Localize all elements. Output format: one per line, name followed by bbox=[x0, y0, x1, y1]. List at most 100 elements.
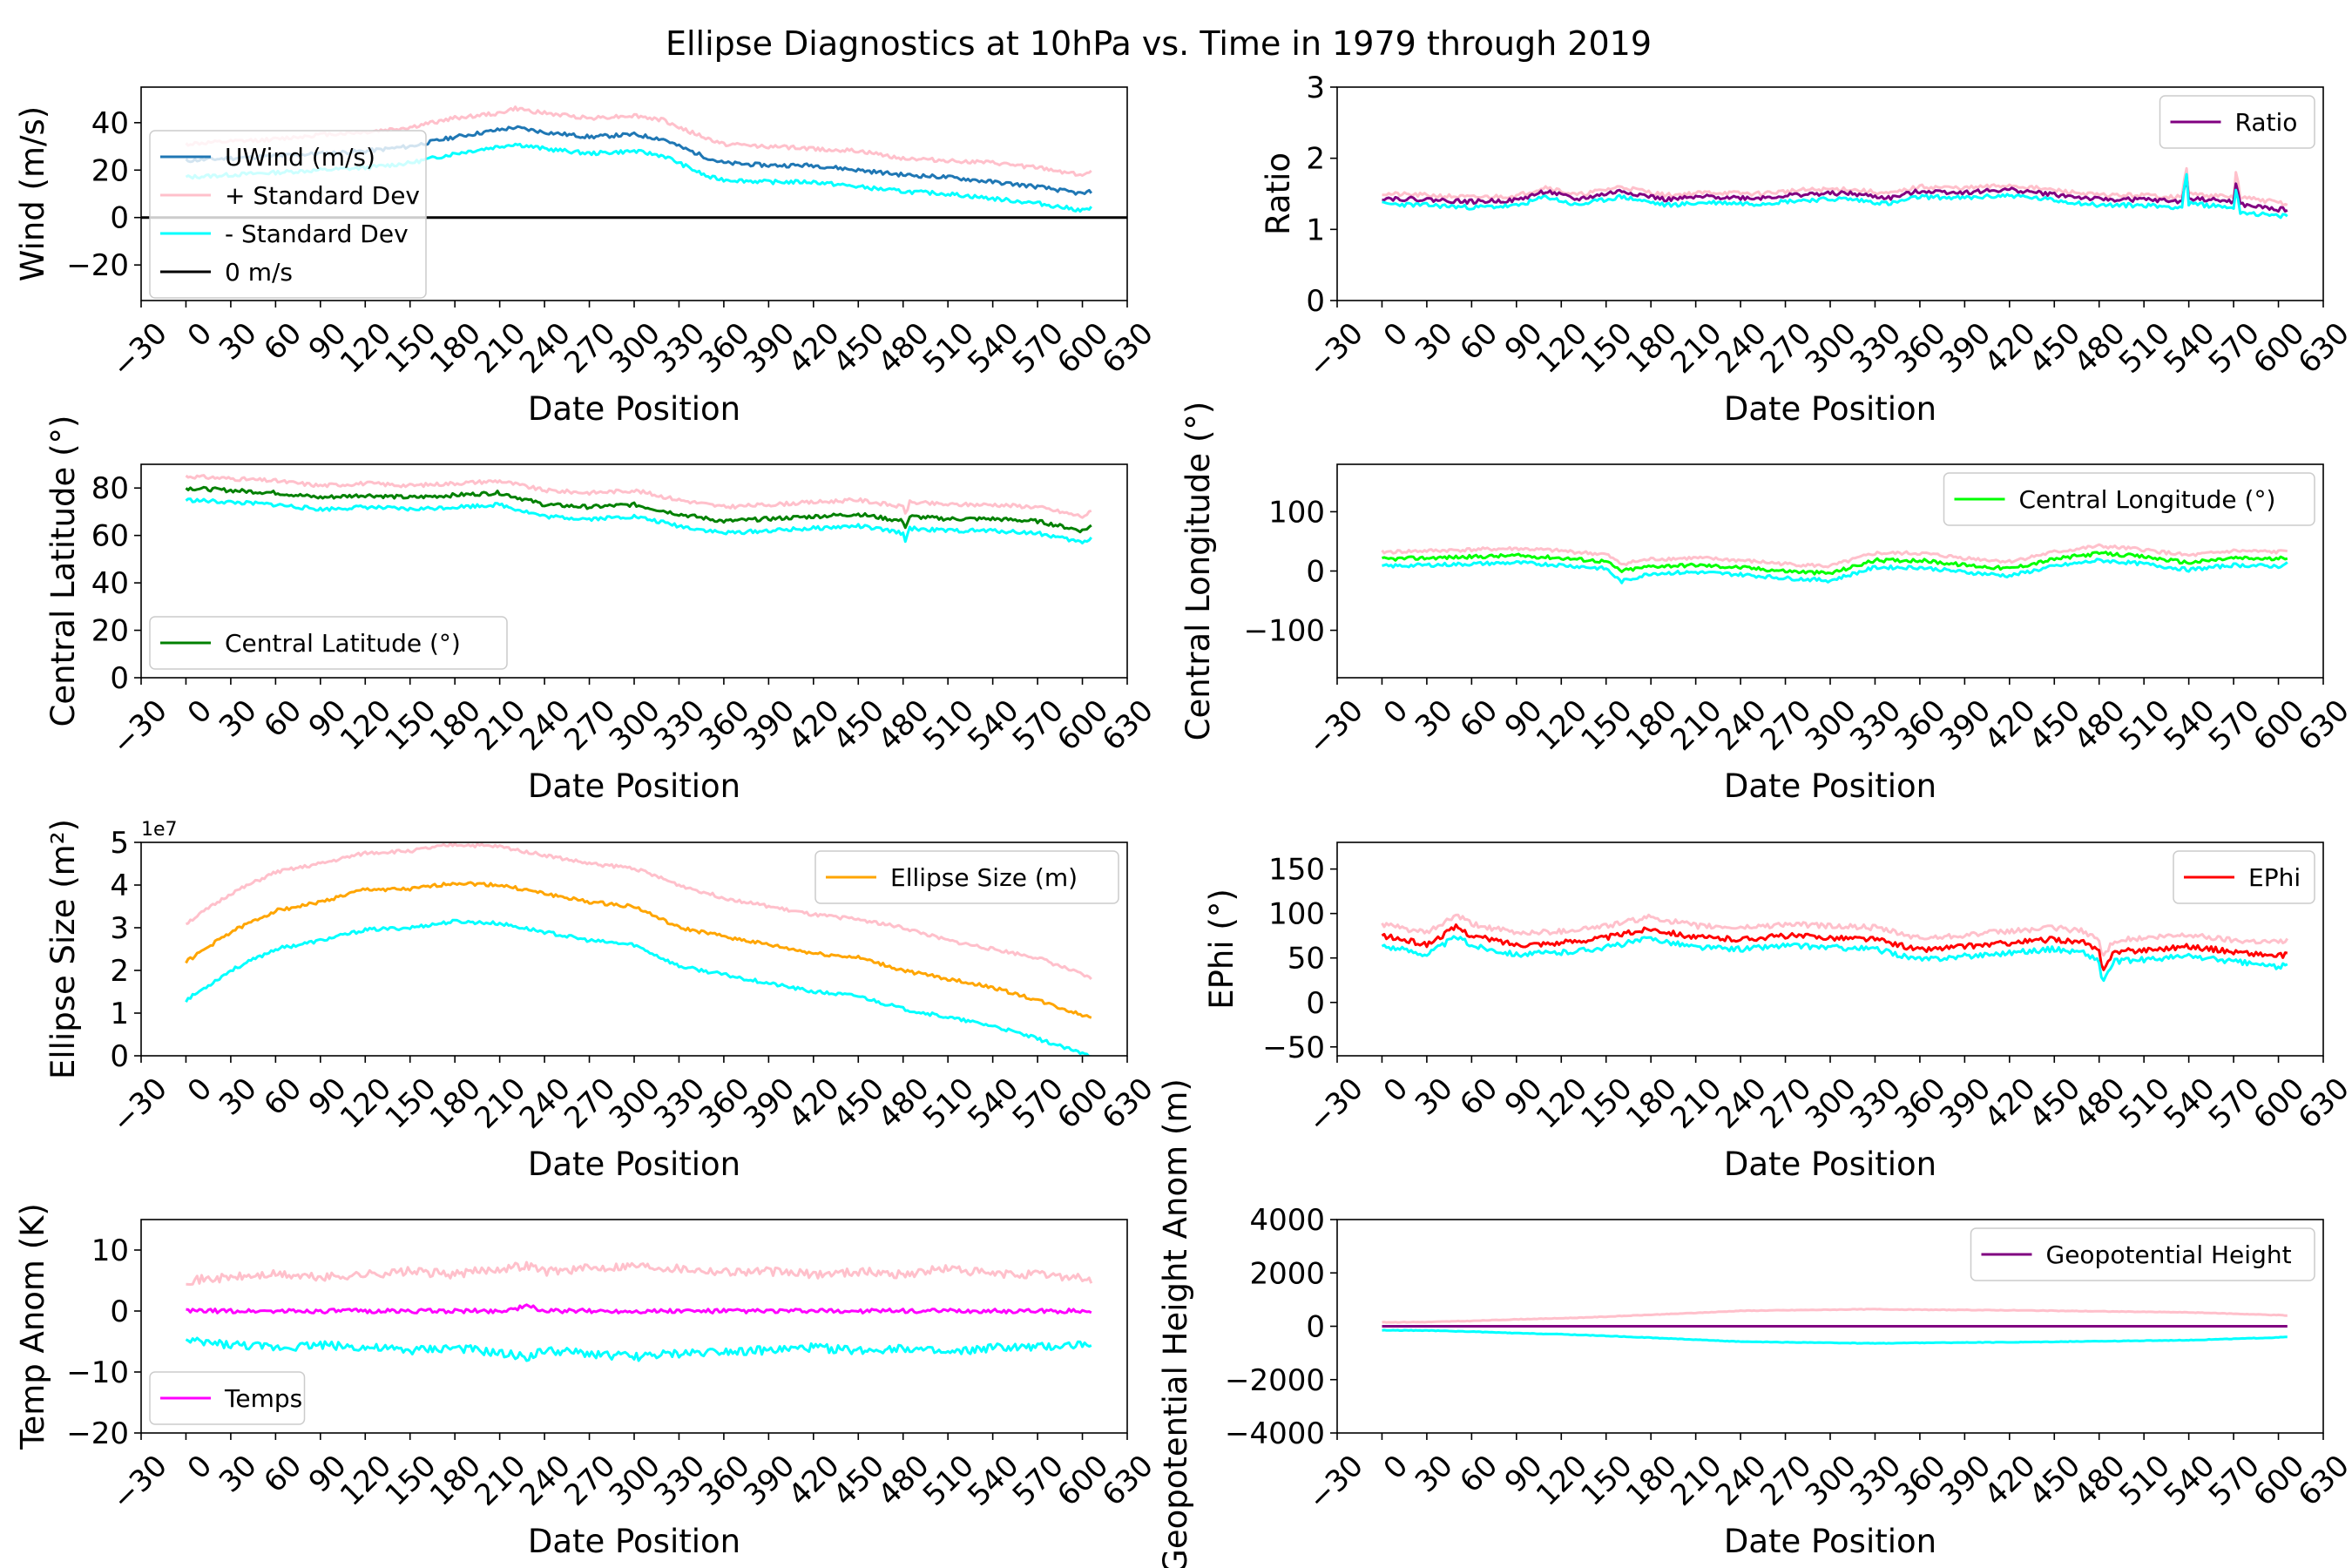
y-tick-label: 3 bbox=[1306, 71, 1325, 105]
y-tick-label: 0 bbox=[1306, 986, 1325, 1021]
y-tick-label: 10 bbox=[91, 1233, 129, 1268]
panels: −30 0306090120150180210240270300330360390… bbox=[14, 71, 2352, 1568]
x-tick-label: −30 bbox=[105, 1449, 174, 1517]
series-group bbox=[185, 474, 1092, 544]
x-tick-label: 60 bbox=[257, 316, 308, 368]
series-line-0 bbox=[1382, 1308, 2288, 1324]
x-axis-label: Date Position bbox=[528, 1523, 740, 1560]
x-tick-label: 630 bbox=[1096, 1449, 1160, 1513]
y-axis-label: EPhi (°) bbox=[1203, 889, 1240, 1010]
legend-box bbox=[814, 850, 1119, 904]
legend-label: Central Latitude (°) bbox=[225, 629, 461, 658]
y-tick-label: 5 bbox=[110, 826, 129, 861]
legend-label: Central Longitude (°) bbox=[2019, 485, 2276, 514]
x-tick-label: 0 bbox=[1377, 693, 1416, 732]
x-tick-label: 0 bbox=[181, 316, 220, 355]
y-tick-label: −100 bbox=[1244, 614, 1325, 649]
legend: Geopotential Height bbox=[1970, 1227, 2315, 1281]
x-tick-label: 30 bbox=[1409, 1449, 1460, 1500]
series-line-0 bbox=[1382, 166, 2288, 207]
x-tick-label: 0 bbox=[1377, 1071, 1416, 1110]
legend: Ellipse Size (m) bbox=[814, 850, 1119, 904]
y-tick-label: −4000 bbox=[1225, 1416, 1325, 1451]
series-line-2 bbox=[185, 918, 1092, 1056]
legend-box bbox=[149, 616, 508, 670]
x-tick-label: −30 bbox=[1301, 316, 1370, 385]
y-tick-label: 0 bbox=[1306, 284, 1325, 319]
y-axis-label: Central Latitude (°) bbox=[44, 416, 82, 727]
x-axis-label: Date Position bbox=[528, 767, 740, 805]
legend-label: EPhi bbox=[2248, 863, 2301, 892]
x-tick-label: 630 bbox=[1096, 1071, 1160, 1136]
legend-label: + Standard Dev bbox=[225, 181, 420, 210]
x-tick-label: 60 bbox=[1453, 316, 1504, 368]
legend: EPhi bbox=[2173, 850, 2315, 904]
x-tick-label: 30 bbox=[213, 693, 264, 745]
y-tick-label: 3 bbox=[110, 911, 129, 946]
y-axis-label: Ratio bbox=[1260, 152, 1297, 235]
y-tick-label: 40 bbox=[91, 566, 129, 601]
series-line-1 bbox=[186, 1303, 1092, 1315]
x-tick-label: 630 bbox=[2292, 1449, 2352, 1513]
legend-box bbox=[1943, 472, 2315, 526]
y-tick-label: 0 bbox=[110, 201, 129, 236]
series-group bbox=[1382, 1308, 2288, 1345]
y-tick-label: 150 bbox=[1268, 853, 1325, 888]
series-group bbox=[185, 1260, 1093, 1362]
legend-box bbox=[149, 130, 427, 299]
x-axis-label: Date Position bbox=[1724, 390, 1936, 428]
x-tick-label: 0 bbox=[181, 693, 220, 732]
x-tick-label: −30 bbox=[1301, 1449, 1370, 1517]
y-tick-label: 100 bbox=[1268, 495, 1325, 530]
legend-label: UWind (m/s) bbox=[225, 143, 375, 172]
x-tick-label: 60 bbox=[257, 693, 308, 745]
series-line-1 bbox=[1382, 175, 2288, 213]
x-tick-label: −30 bbox=[105, 1071, 174, 1140]
series-group bbox=[1381, 913, 2289, 983]
series-line-1 bbox=[1381, 923, 2288, 971]
y-tick-label: −50 bbox=[1262, 1031, 1325, 1065]
series-line-1 bbox=[185, 485, 1092, 534]
series-line-2 bbox=[1382, 1328, 2288, 1345]
x-tick-label: 630 bbox=[2292, 316, 2352, 381]
x-tick-label: −30 bbox=[105, 693, 174, 762]
panel-central_latitude: −30 0306090120150180210240270300330360390… bbox=[44, 416, 1160, 805]
series-line-0 bbox=[185, 474, 1092, 519]
legend-label: Temps bbox=[224, 1384, 302, 1413]
y-tick-label: −20 bbox=[66, 1416, 129, 1451]
y-tick-label: 4 bbox=[110, 868, 129, 903]
axis-offset-label: 1e7 bbox=[141, 819, 178, 841]
legend-box bbox=[2159, 95, 2315, 149]
y-tick-label: −20 bbox=[66, 248, 129, 283]
y-tick-label: 2 bbox=[1306, 142, 1325, 177]
y-tick-label: 40 bbox=[91, 106, 129, 141]
series-group bbox=[1381, 543, 2288, 585]
x-tick-label: 630 bbox=[2292, 1071, 2352, 1136]
y-tick-label: 0 bbox=[110, 1294, 129, 1329]
legend-box bbox=[2173, 850, 2315, 904]
series-group bbox=[1382, 166, 2288, 220]
y-tick-label: 60 bbox=[91, 519, 129, 554]
x-axis-label: Date Position bbox=[1724, 1523, 1936, 1560]
x-tick-label: −30 bbox=[105, 316, 174, 385]
legend: Ratio bbox=[2159, 95, 2315, 149]
x-tick-label: 60 bbox=[1453, 1449, 1504, 1500]
series-group bbox=[185, 842, 1092, 1056]
legend-label: Ratio bbox=[2235, 108, 2298, 137]
x-axis-label: Date Position bbox=[528, 1146, 740, 1183]
x-axis-label: Date Position bbox=[1724, 1146, 1936, 1183]
y-tick-label: 4000 bbox=[1249, 1203, 1325, 1238]
panel-ratio: −30 0306090120150180210240270300330360390… bbox=[1260, 71, 2352, 428]
y-tick-label: 0 bbox=[1306, 1310, 1325, 1345]
x-tick-label: 30 bbox=[213, 1071, 264, 1123]
series-line-2 bbox=[1382, 172, 2288, 220]
panel-ellipse_size: −30 0306090120150180210240270300330360390… bbox=[44, 819, 1160, 1183]
x-tick-label: 0 bbox=[181, 1071, 220, 1110]
x-tick-label: 30 bbox=[213, 316, 264, 368]
x-tick-label: 60 bbox=[1453, 693, 1504, 745]
y-tick-label: −10 bbox=[66, 1355, 129, 1390]
x-tick-label: 0 bbox=[181, 1449, 220, 1487]
y-tick-label: 20 bbox=[91, 153, 129, 188]
y-tick-label: 2 bbox=[110, 954, 129, 989]
